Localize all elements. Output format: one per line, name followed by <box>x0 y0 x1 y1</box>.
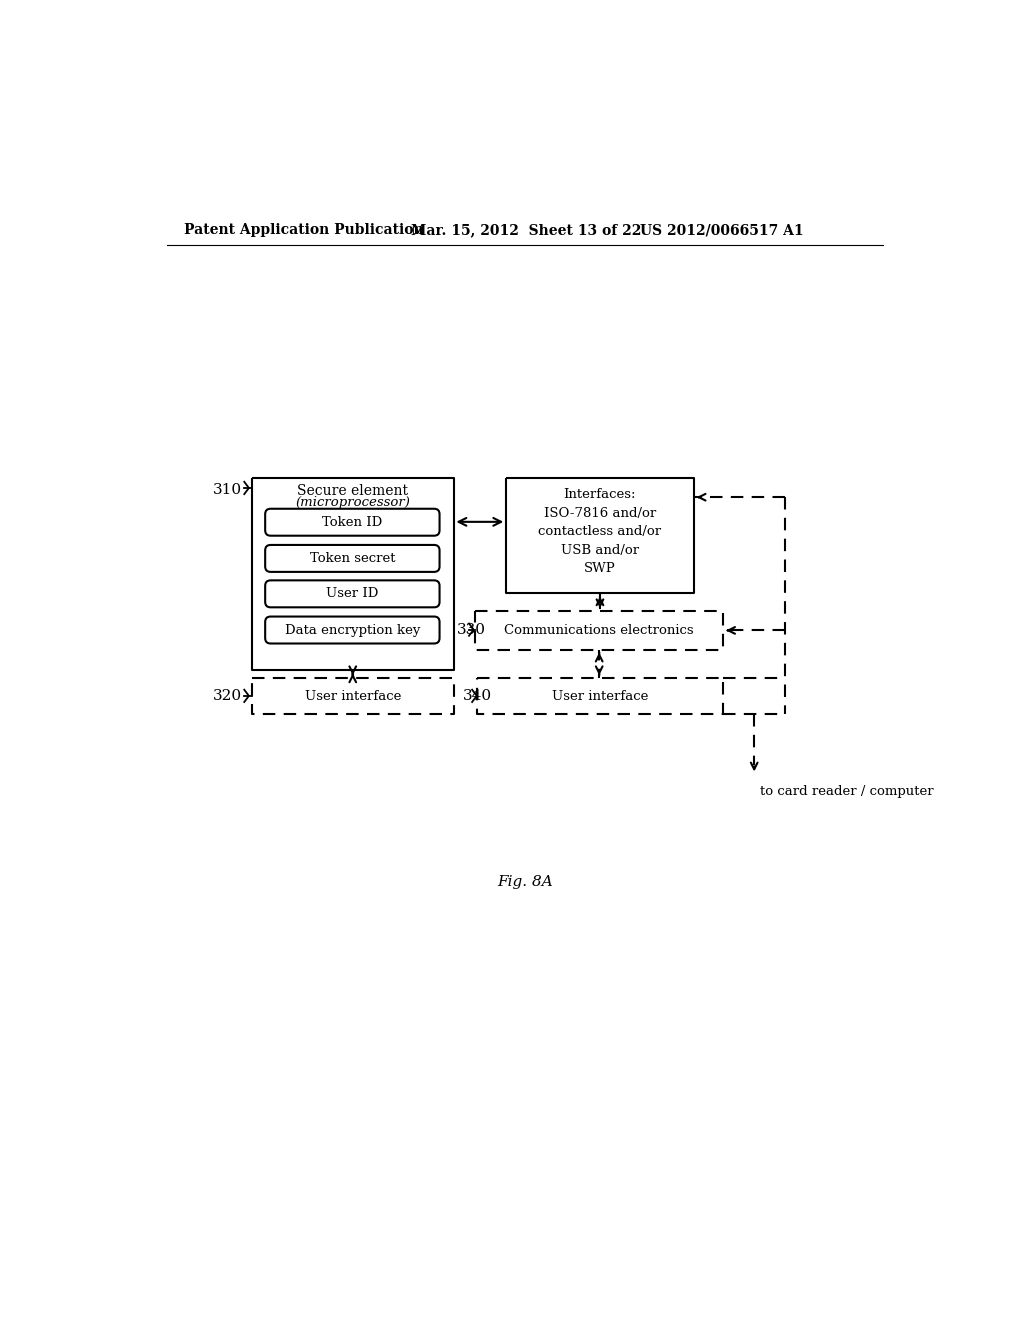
FancyBboxPatch shape <box>265 581 439 607</box>
FancyBboxPatch shape <box>265 545 439 572</box>
Text: 340: 340 <box>463 689 492 702</box>
Text: US 2012/0066517 A1: US 2012/0066517 A1 <box>640 223 803 238</box>
FancyBboxPatch shape <box>265 508 439 536</box>
Text: to card reader / computer: to card reader / computer <box>761 785 934 797</box>
Text: Token secret: Token secret <box>309 552 395 565</box>
Text: 330: 330 <box>458 623 486 636</box>
Text: User ID: User ID <box>327 587 379 601</box>
Text: 320: 320 <box>213 689 243 702</box>
FancyBboxPatch shape <box>265 616 439 644</box>
Text: Fig. 8A: Fig. 8A <box>497 875 553 890</box>
Text: User interface: User interface <box>552 690 648 702</box>
Text: User interface: User interface <box>304 690 401 702</box>
Text: Token ID: Token ID <box>323 516 383 529</box>
Text: Mar. 15, 2012  Sheet 13 of 22: Mar. 15, 2012 Sheet 13 of 22 <box>411 223 641 238</box>
Text: Patent Application Publication: Patent Application Publication <box>183 223 424 238</box>
Text: Interfaces:
ISO-7816 and/or
contactless and/or
USB and/or
SWP: Interfaces: ISO-7816 and/or contactless … <box>539 488 662 576</box>
Text: (microprocessor): (microprocessor) <box>295 496 411 510</box>
Text: 310: 310 <box>213 483 243 496</box>
Text: Communications electronics: Communications electronics <box>505 624 694 638</box>
Text: Secure element: Secure element <box>297 484 409 498</box>
Text: Data encryption key: Data encryption key <box>285 623 420 636</box>
